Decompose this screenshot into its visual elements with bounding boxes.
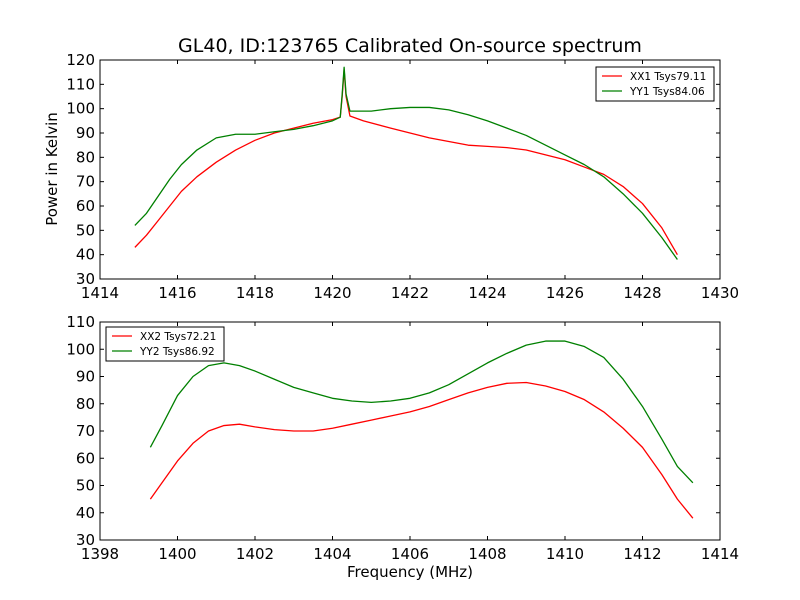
x-tick-label: 1412 [623,545,661,563]
y-tick-label: 80 [76,148,95,166]
top-panel: 1414 1416 1418 1420 1422 1424 1426 1428 1430 30 40… [66,51,739,302]
y-tick-label: 90 [76,124,95,142]
bottom-panel: 1398 1400 1402 1404 1406 1408 1410 1412 1414 30 40… [66,313,739,563]
x-tick-label: 1428 [623,284,661,302]
series-line-2 [134,66,678,260]
x-tick-label: 1410 [546,545,584,563]
x-tick-label: 1398 [81,545,119,563]
series-line-1 [149,381,694,519]
x-tick-label: 1426 [546,284,584,302]
y-tick-label: 30 [76,270,95,288]
y-tick-label: 80 [76,395,95,413]
y-tick-label: 110 [66,313,95,331]
x-tick-label: 1420 [313,284,351,302]
x-tick-label: 1422 [391,284,429,302]
legend-label: YY1 Tsys84.06 [629,86,705,98]
series-lines [134,66,678,260]
legend-label: XX1 Tsys79.11 [630,71,706,83]
figure-title: GL40, ID:123765 Calibrated On-source spe… [178,35,642,57]
y-tick-label: 60 [76,197,95,215]
x-tick-label: 1414 [81,284,119,302]
x-tick-label: 1418 [236,284,274,302]
x-tick-label: 1408 [468,545,506,563]
legend-label: YY2 Tsys86.92 [139,346,215,358]
x-tick-label: 1402 [236,545,274,563]
y-tick-label: 60 [76,449,95,467]
series-line-1 [134,69,678,255]
series-line-2 [149,340,694,484]
series-lines [149,340,694,519]
y-tick-label: 110 [66,75,95,93]
x-tick-label: 1430 [701,284,739,302]
y-tick-label: 70 [76,422,95,440]
y-tick-label: 40 [76,504,95,522]
x-tick-label: 1416 [158,284,196,302]
y-tick-label: 70 [76,173,95,191]
legend: XX2 Tsys72.21 YY2 Tsys86.92 [105,326,225,362]
y-axis-label: Power in Kelvin [43,112,61,226]
y-tick-label: 50 [76,221,95,239]
y-tick-label: 50 [76,477,95,495]
y-tick-label: 90 [76,368,95,386]
x-tick-label: 1400 [158,545,196,563]
y-tick-label: 30 [76,531,95,549]
y-tick-label: 100 [66,100,95,118]
y-tick-label: 100 [66,340,95,358]
x-tick-label: 1414 [701,545,739,563]
y-tick-label: 120 [66,51,95,69]
legend-label: XX2 Tsys72.21 [140,331,216,343]
x-tick-label: 1404 [313,545,351,563]
x-axis-label: Frequency (MHz) [347,563,473,581]
legend-box [105,326,225,362]
legend-box [595,66,715,102]
legend: XX1 Tsys79.11 YY1 Tsys84.06 [595,66,715,102]
x-tick-label: 1406 [391,545,429,563]
y-tick-label: 40 [76,246,95,264]
x-tick-label: 1424 [468,284,506,302]
